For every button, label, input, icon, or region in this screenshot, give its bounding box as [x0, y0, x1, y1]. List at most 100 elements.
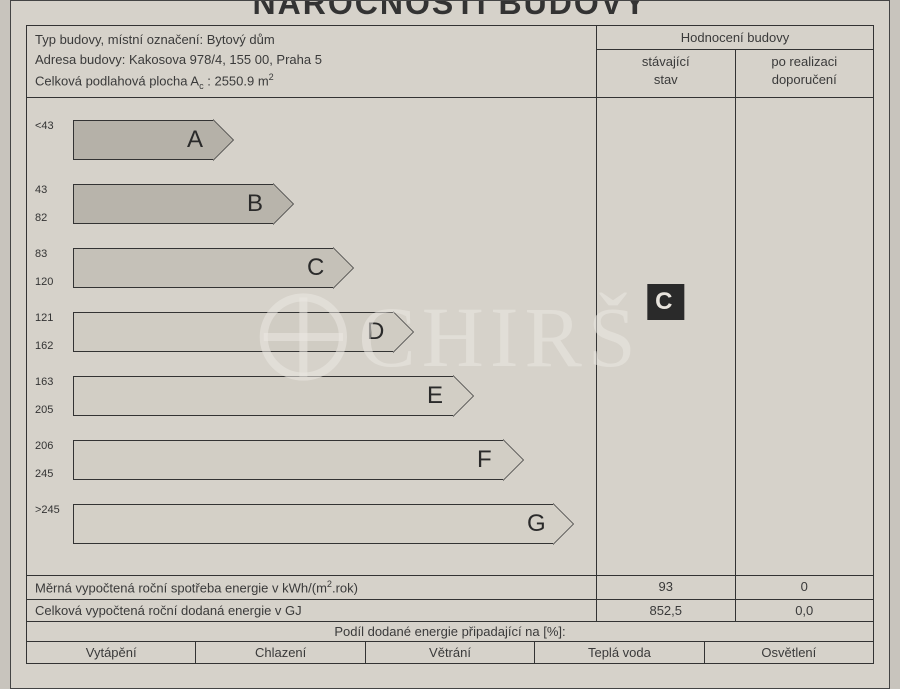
after-l2: doporučení — [736, 71, 874, 89]
area-label-pre: Celková podlahová plocha A — [35, 74, 199, 89]
band-row-E: 163 205 E — [33, 364, 596, 428]
header-row: Typ budovy, místní označení: Bytový dům … — [27, 26, 873, 98]
band-row-G: >245 G — [33, 492, 596, 556]
building-info: Typ budovy, místní označení: Bytový dům … — [27, 26, 597, 97]
footer-col-2: Větrání — [366, 642, 535, 663]
band-lo: <43 — [35, 120, 73, 132]
band-hi: 245 — [35, 468, 73, 480]
result-col-after — [736, 98, 874, 575]
result-col-current: C — [597, 98, 736, 575]
address-label: Adresa budovy: — [35, 52, 125, 67]
energy-bands-chart: <43 A 43 82 B 83 120 C 121 162 D 163 205 E 206 245 F >245… — [27, 98, 597, 575]
footer-col-4: Osvětlení — [705, 642, 873, 663]
m1-pre: Měrná vypočtená roční spotřeba energie v… — [35, 581, 327, 596]
metric2-after: 0,0 — [736, 600, 874, 621]
metric1-after: 0 — [736, 576, 874, 598]
band-range-C: 83 120 — [33, 248, 73, 288]
band-row-B: 43 82 B — [33, 172, 596, 236]
arrow-body — [73, 248, 333, 288]
arrow-body — [73, 312, 393, 352]
arrow-body — [73, 504, 553, 544]
type-label: Typ budovy, místní označení: — [35, 32, 203, 47]
arrow-tip — [273, 184, 293, 224]
type-value: Bytový dům — [207, 32, 275, 47]
footer-col-0: Vytápění — [27, 642, 196, 663]
band-range-G: >245 — [33, 504, 73, 544]
current-l2: stav — [597, 71, 735, 89]
footer-col-3: Teplá voda — [535, 642, 704, 663]
rating-columns: stávající stav po realizaci doporučení — [597, 50, 873, 97]
building-type-line: Typ budovy, místní označení: Bytový dům — [35, 30, 588, 50]
m1-post: .rok) — [332, 581, 358, 596]
band-hi: 162 — [35, 340, 73, 352]
area-sup: 2 — [269, 72, 274, 82]
band-arrow-G: G — [73, 504, 573, 544]
band-range-E: 163 205 — [33, 376, 73, 416]
area-label-post: : — [204, 74, 211, 89]
arrow-tip — [393, 312, 413, 352]
document-page: NÁROČNOSTI BUDOVY Typ budovy, místní ozn… — [10, 0, 890, 689]
result-letter: C — [647, 284, 684, 320]
footer-title: Podíl dodané energie připadající na [%]: — [27, 622, 873, 642]
band-letter: C — [307, 248, 324, 288]
rating-col-after: po realizaci doporučení — [736, 50, 874, 97]
address-value: Kakosova 978/4, 155 00, Praha 5 — [129, 52, 322, 67]
band-range-B: 43 82 — [33, 184, 73, 224]
arrow-tip — [213, 120, 233, 160]
main-table: Typ budovy, místní označení: Bytový dům … — [26, 25, 874, 664]
band-hi: 205 — [35, 404, 73, 416]
chart-row: <43 A 43 82 B 83 120 C 121 162 D 163 205 E 206 245 F >245… — [27, 98, 873, 576]
footer-columns: VytápěníChlazeníVětráníTeplá vodaOsvětle… — [27, 642, 873, 663]
metric1-current: 93 — [597, 576, 736, 598]
arrow-tip — [453, 376, 473, 416]
band-letter: B — [247, 184, 263, 224]
metric-row-2: Celková vypočtená roční dodaná energie v… — [27, 600, 873, 622]
metric-row-1: Měrná vypočtená roční spotřeba energie v… — [27, 576, 873, 599]
arrow-body — [73, 440, 503, 480]
band-letter: D — [367, 312, 384, 352]
band-letter: E — [427, 376, 443, 416]
band-row-A: <43 A — [33, 108, 596, 172]
arrow-body — [73, 184, 273, 224]
arrow-tip — [333, 248, 353, 288]
band-letter: F — [477, 440, 492, 480]
footer-col-1: Chlazení — [196, 642, 365, 663]
band-arrow-C: C — [73, 248, 353, 288]
band-lo: 43 — [35, 184, 73, 196]
band-range-D: 121 162 — [33, 312, 73, 352]
band-arrow-D: D — [73, 312, 413, 352]
metric2-current: 852,5 — [597, 600, 736, 621]
band-arrow-E: E — [73, 376, 473, 416]
rating-header: Hodnocení budovy — [597, 26, 873, 50]
arrow-body — [73, 376, 453, 416]
band-row-C: 83 120 C — [33, 236, 596, 300]
after-l1: po realizaci — [736, 53, 874, 71]
band-range-A: <43 — [33, 120, 73, 160]
band-lo: 163 — [35, 376, 73, 388]
rating-col-current: stávající stav — [597, 50, 736, 97]
area-value: 2550.9 m — [214, 74, 268, 89]
building-address-line: Adresa budovy: Kakosova 978/4, 155 00, P… — [35, 50, 588, 70]
band-row-F: 206 245 F — [33, 428, 596, 492]
band-hi: 120 — [35, 276, 73, 288]
current-l1: stávající — [597, 53, 735, 71]
arrow-tip — [553, 504, 573, 544]
page-title: NÁROČNOSTI BUDOVY — [11, 1, 889, 26]
band-letter: G — [527, 504, 546, 544]
band-letter: A — [187, 120, 203, 160]
band-row-D: 121 162 D — [33, 300, 596, 364]
building-area-line: Celková podlahová plocha Ac : 2550.9 m2 — [35, 70, 588, 93]
metric1-label: Měrná vypočtená roční spotřeba energie v… — [27, 576, 597, 598]
band-lo: >245 — [35, 504, 73, 516]
band-arrow-B: B — [73, 184, 293, 224]
band-hi: 82 — [35, 212, 73, 224]
rating-header-block: Hodnocení budovy stávající stav po reali… — [597, 26, 873, 97]
band-lo: 83 — [35, 248, 73, 260]
band-arrow-F: F — [73, 440, 523, 480]
band-arrow-A: A — [73, 120, 233, 160]
arrow-tip — [503, 440, 523, 480]
result-badge: C — [647, 284, 684, 320]
metric2-label: Celková vypočtená roční dodaná energie v… — [27, 600, 597, 621]
band-lo: 206 — [35, 440, 73, 452]
band-lo: 121 — [35, 312, 73, 324]
